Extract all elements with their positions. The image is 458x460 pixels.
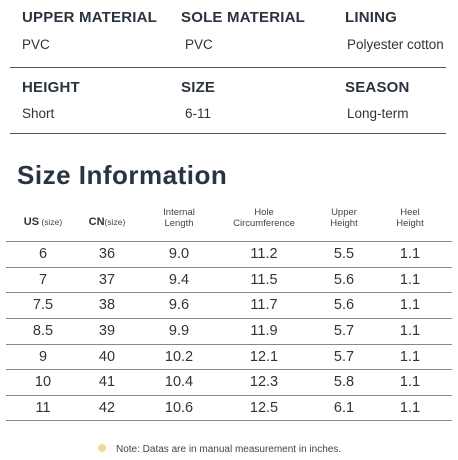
table-row: 8.5 39 9.9 11.9 5.7 1.1: [6, 318, 452, 344]
table-row: 7.5 38 9.6 11.7 5.6 1.1: [6, 292, 452, 318]
cell-heel-height: 1.1: [399, 271, 421, 288]
table-row: 11 42 10.6 12.5 6.1 1.1: [6, 395, 452, 421]
spec-label: SEASON: [345, 79, 410, 96]
cell-internal-length: 10.2: [164, 348, 194, 365]
table-row: 7 37 9.4 11.5 5.6 1.1: [6, 266, 452, 293]
table-row: 6 36 9.0 11.2 5.5 1.1: [6, 241, 452, 267]
cell-heel-height: 1.1: [399, 297, 421, 314]
spec-value: Long-term: [347, 106, 409, 121]
spec-value: 6-11: [185, 106, 212, 121]
size-table: US (size) CN(size) Internal Length Hole …: [6, 205, 452, 421]
cell-upper-height: 5.7: [333, 323, 355, 340]
spec-row: HEIGHT Short SIZE 6-11 SEASON Long-term: [10, 68, 446, 134]
header-heel-line1: Heel: [400, 207, 420, 218]
cell-heel-height: 1.1: [399, 374, 421, 391]
cell-us: 6: [38, 246, 48, 262]
cell-heel-height: 1.1: [399, 323, 421, 340]
header-upper-line2: Height: [330, 217, 358, 229]
cell-heel-height: 1.1: [399, 246, 421, 262]
measurement-note: Note: Datas are in manual measurement in…: [98, 444, 341, 455]
header-us-size: US (size): [18, 216, 68, 228]
cell-cn: 37: [98, 271, 116, 288]
cell-internal-length: 9.9: [168, 323, 190, 340]
cell-heel-height: 1.1: [399, 348, 421, 365]
header-hole-line2: Circumference: [233, 217, 295, 229]
spec-label: SOLE MATERIAL: [181, 9, 305, 26]
spec-value: Polyester cotton: [347, 37, 444, 52]
cell-us: 11: [35, 400, 51, 417]
spec-label: LINING: [345, 9, 398, 26]
header-us-label: US: [23, 216, 40, 228]
cell-cn: 36: [98, 246, 116, 262]
note-bullet-icon: [98, 444, 106, 453]
size-table-header: US (size) CN(size) Internal Length Hole …: [6, 205, 452, 241]
cell-upper-height: 5.6: [333, 271, 355, 288]
header-internal-line2: Length: [164, 217, 194, 229]
note-text: Note: Datas are in manual measurement in…: [116, 444, 342, 455]
cell-internal-length: 10.6: [164, 400, 194, 417]
cell-internal-length: 9.0: [168, 246, 190, 262]
cell-cn: 38: [98, 297, 116, 314]
header-cn-unit: (size): [104, 217, 126, 227]
cell-us: 9: [38, 348, 48, 365]
cell-upper-height: 5.7: [333, 348, 355, 365]
cell-upper-height: 6.1: [333, 400, 355, 417]
header-hole-line1: Hole: [254, 207, 274, 218]
cell-hole-circumference: 12.1: [249, 348, 279, 365]
cell-hole-circumference: 11.9: [250, 323, 278, 340]
cell-us: 7.5: [32, 297, 54, 314]
spec-label: HEIGHT: [22, 79, 80, 96]
cell-internal-length: 9.6: [168, 297, 190, 314]
header-upper-height: Upper Height: [318, 207, 370, 229]
cell-cn: 41: [98, 374, 116, 391]
size-information-title: Size Information: [17, 160, 228, 190]
cell-upper-height: 5.8: [333, 374, 355, 391]
header-cn-size: CN(size): [82, 216, 132, 228]
cell-internal-length: 9.4: [168, 271, 190, 288]
cell-hole-circumference: 12.3: [249, 374, 279, 391]
header-heel-height: Heel Height: [384, 207, 436, 229]
spec-label: UPPER MATERIAL: [22, 9, 158, 26]
cell-cn: 40: [98, 348, 116, 365]
spec-value: PVC: [185, 37, 213, 52]
cell-hole-circumference: 12.5: [249, 400, 279, 417]
spec-value: PVC: [22, 37, 50, 52]
header-heel-line2: Height: [396, 217, 424, 229]
table-row: 9 40 10.2 12.1 5.7 1.1: [6, 343, 452, 370]
header-internal-line1: Internal: [163, 207, 195, 218]
cell-upper-height: 5.5: [333, 246, 355, 262]
cell-us: 7: [38, 271, 48, 288]
header-us-unit: (size): [39, 217, 63, 227]
table-row: 10 41 10.4 12.3 5.8 1.1: [6, 369, 452, 395]
header-internal-length: Internal Length: [154, 207, 204, 229]
cell-upper-height: 5.6: [333, 297, 355, 314]
header-cn-label: CN: [88, 216, 105, 228]
cell-us: 8.5: [32, 323, 54, 340]
cell-hole-circumference: 11.5: [250, 271, 278, 288]
cell-cn: 39: [98, 323, 116, 340]
header-upper-line1: Upper: [331, 207, 357, 218]
cell-internal-length: 10.4: [164, 374, 194, 391]
cell-heel-height: 1.1: [399, 400, 421, 417]
header-hole-circumference: Hole Circumference: [228, 207, 300, 229]
cell-hole-circumference: 11.2: [250, 246, 278, 262]
product-spec-grid: UPPER MATERIAL PVC SOLE MATERIAL PVC LIN…: [10, 0, 446, 134]
cell-us: 10: [34, 374, 52, 391]
spec-value: Short: [22, 106, 55, 121]
spec-label: SIZE: [181, 79, 216, 96]
cell-hole-circumference: 11.7: [250, 297, 278, 314]
spec-row: UPPER MATERIAL PVC SOLE MATERIAL PVC LIN…: [10, 0, 446, 68]
cell-cn: 42: [98, 400, 116, 417]
